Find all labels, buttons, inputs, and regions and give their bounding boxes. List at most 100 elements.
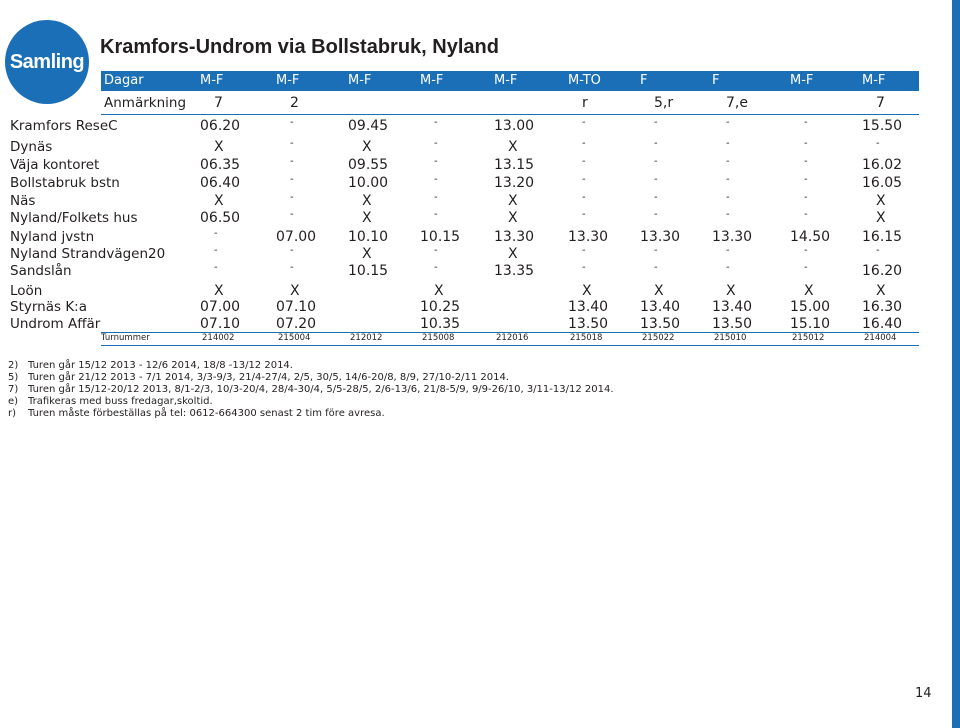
stop-name: Nyland jvstn bbox=[10, 229, 95, 245]
no-stop-dash: - bbox=[434, 156, 438, 167]
table-row: Väja kontoret 06.35 - 09.55 - 13.15 - - - - 16.02 bbox=[0, 157, 920, 174]
table-row: Loön X X X X X X X X bbox=[0, 283, 920, 300]
no-stop-dash: - bbox=[582, 117, 586, 128]
page-title: Kramfors-Undrom via Bollstabruk, Nyland bbox=[100, 36, 499, 58]
no-stop-dash: - bbox=[654, 174, 658, 185]
time-cell: X bbox=[876, 193, 886, 209]
footnote-key: 7) bbox=[8, 384, 19, 395]
no-stop-dash: - bbox=[290, 117, 294, 128]
no-stop-dash: - bbox=[290, 262, 294, 273]
no-stop-dash: - bbox=[804, 192, 808, 203]
no-stop-dash: - bbox=[654, 156, 658, 167]
time-cell: X bbox=[362, 246, 372, 262]
time-cell: 07.10 bbox=[276, 299, 317, 315]
no-stop-dash: - bbox=[804, 262, 808, 273]
footnote-key: 5) bbox=[8, 372, 19, 383]
table-row: Nyland jvstn - 07.00 10.10 10.15 13.30 13.30 13… bbox=[0, 229, 920, 246]
time-cell: 16.05 bbox=[862, 175, 903, 191]
turnummer-cell: 215010 bbox=[714, 333, 747, 343]
time-cell: 13.40 bbox=[712, 299, 753, 315]
time-cell: 07.00 bbox=[200, 299, 241, 315]
day-cell: F bbox=[640, 73, 648, 88]
time-cell: 15.10 bbox=[790, 316, 831, 332]
no-stop-dash: - bbox=[804, 138, 808, 149]
stop-name: Dynäs bbox=[10, 139, 53, 155]
footnote-text: Turen måste förbeställas på tel: 0612-66… bbox=[28, 408, 385, 419]
days-label: Dagar bbox=[104, 73, 144, 88]
footnote-text: Trafikeras med buss fredagar,skoltid. bbox=[28, 396, 213, 407]
no-stop-dash: - bbox=[654, 138, 658, 149]
no-stop-dash: - bbox=[726, 192, 730, 203]
no-stop-dash: - bbox=[290, 245, 294, 256]
turnummer-cell: 215004 bbox=[278, 333, 311, 343]
time-cell: X bbox=[214, 139, 224, 155]
time-cell: X bbox=[654, 283, 664, 299]
no-stop-dash: - bbox=[876, 245, 880, 256]
time-cell: X bbox=[434, 283, 444, 299]
table-row: Näs X - X - X - - - - X bbox=[0, 193, 920, 210]
time-cell: 13.30 bbox=[712, 229, 753, 245]
time-cell: 13.50 bbox=[712, 316, 753, 332]
time-cell: X bbox=[214, 193, 224, 209]
header-divider bbox=[101, 114, 919, 115]
time-cell: X bbox=[508, 139, 518, 155]
stop-name: Undrom Affär bbox=[10, 316, 101, 332]
time-cell: 10.00 bbox=[348, 175, 389, 191]
day-cell: M-F bbox=[862, 73, 886, 88]
time-cell: 13.15 bbox=[494, 157, 535, 173]
no-stop-dash: - bbox=[434, 209, 438, 220]
footnote: 2) Turen går 15/12 2013 - 12/6 2014, 18/8… bbox=[8, 360, 293, 372]
time-cell: X bbox=[508, 246, 518, 262]
turnummer-cell: 215008 bbox=[422, 333, 455, 343]
time-cell: X bbox=[508, 210, 518, 226]
stop-name: Kramfors ReseC bbox=[10, 118, 118, 134]
time-cell: 07.10 bbox=[200, 316, 241, 332]
no-stop-dash: - bbox=[654, 117, 658, 128]
time-cell: 15.00 bbox=[790, 299, 831, 315]
footnote: r) Turen måste förbeställas på tel: 0612-… bbox=[8, 408, 385, 420]
time-cell: X bbox=[362, 193, 372, 209]
footnote-text: Turen går 15/12-20/12 2013, 8/1-2/3, 10/… bbox=[28, 384, 614, 395]
time-cell: 16.15 bbox=[862, 229, 903, 245]
no-stop-dash: - bbox=[290, 174, 294, 185]
samling-logo: Samling bbox=[5, 20, 89, 104]
time-cell: X bbox=[804, 283, 814, 299]
no-stop-dash: - bbox=[654, 262, 658, 273]
time-cell: 10.15 bbox=[348, 263, 389, 279]
no-stop-dash: - bbox=[726, 209, 730, 220]
time-cell: 07.20 bbox=[276, 316, 317, 332]
day-cell: F bbox=[712, 73, 720, 88]
no-stop-dash: - bbox=[290, 156, 294, 167]
no-stop-dash: - bbox=[804, 174, 808, 185]
turnummer-cell: 215022 bbox=[642, 333, 675, 343]
no-stop-dash: - bbox=[726, 138, 730, 149]
no-stop-dash: - bbox=[654, 245, 658, 256]
time-cell: 06.35 bbox=[200, 157, 241, 173]
table-row: Nyland Strandvägen20 - - X - X - - - - - bbox=[0, 246, 920, 263]
no-stop-dash: - bbox=[726, 174, 730, 185]
table-row: Undrom Affär 07.10 07.20 10.35 13.50 13.50 13.… bbox=[0, 316, 920, 333]
turnummer-cell: 214004 bbox=[864, 333, 897, 343]
page-number: 14 bbox=[915, 686, 932, 701]
footnote-text: Turen går 15/12 2013 - 12/6 2014, 18/8 -… bbox=[28, 360, 293, 371]
table-row: Kramfors ReseC 06.20 - 09.45 - 13.00 - - - - 15.50 bbox=[0, 118, 920, 135]
no-stop-dash: - bbox=[214, 228, 218, 239]
no-stop-dash: - bbox=[654, 192, 658, 203]
no-stop-dash: - bbox=[726, 117, 730, 128]
turnummer-bottom-line bbox=[101, 345, 919, 346]
time-cell: 13.30 bbox=[568, 229, 609, 245]
time-cell: 13.40 bbox=[568, 299, 609, 315]
footnote-key: e) bbox=[8, 396, 19, 407]
no-stop-dash: - bbox=[876, 138, 880, 149]
time-cell: 16.20 bbox=[862, 263, 903, 279]
remark-cell: 7 bbox=[876, 95, 885, 111]
no-stop-dash: - bbox=[582, 138, 586, 149]
logo-text: Samling bbox=[9, 50, 85, 73]
time-cell: 13.30 bbox=[640, 229, 681, 245]
no-stop-dash: - bbox=[804, 156, 808, 167]
stop-name: Nyland/Folkets hus bbox=[10, 210, 138, 226]
time-cell: X bbox=[582, 283, 592, 299]
no-stop-dash: - bbox=[290, 138, 294, 149]
no-stop-dash: - bbox=[582, 209, 586, 220]
time-cell: 13.50 bbox=[568, 316, 609, 332]
